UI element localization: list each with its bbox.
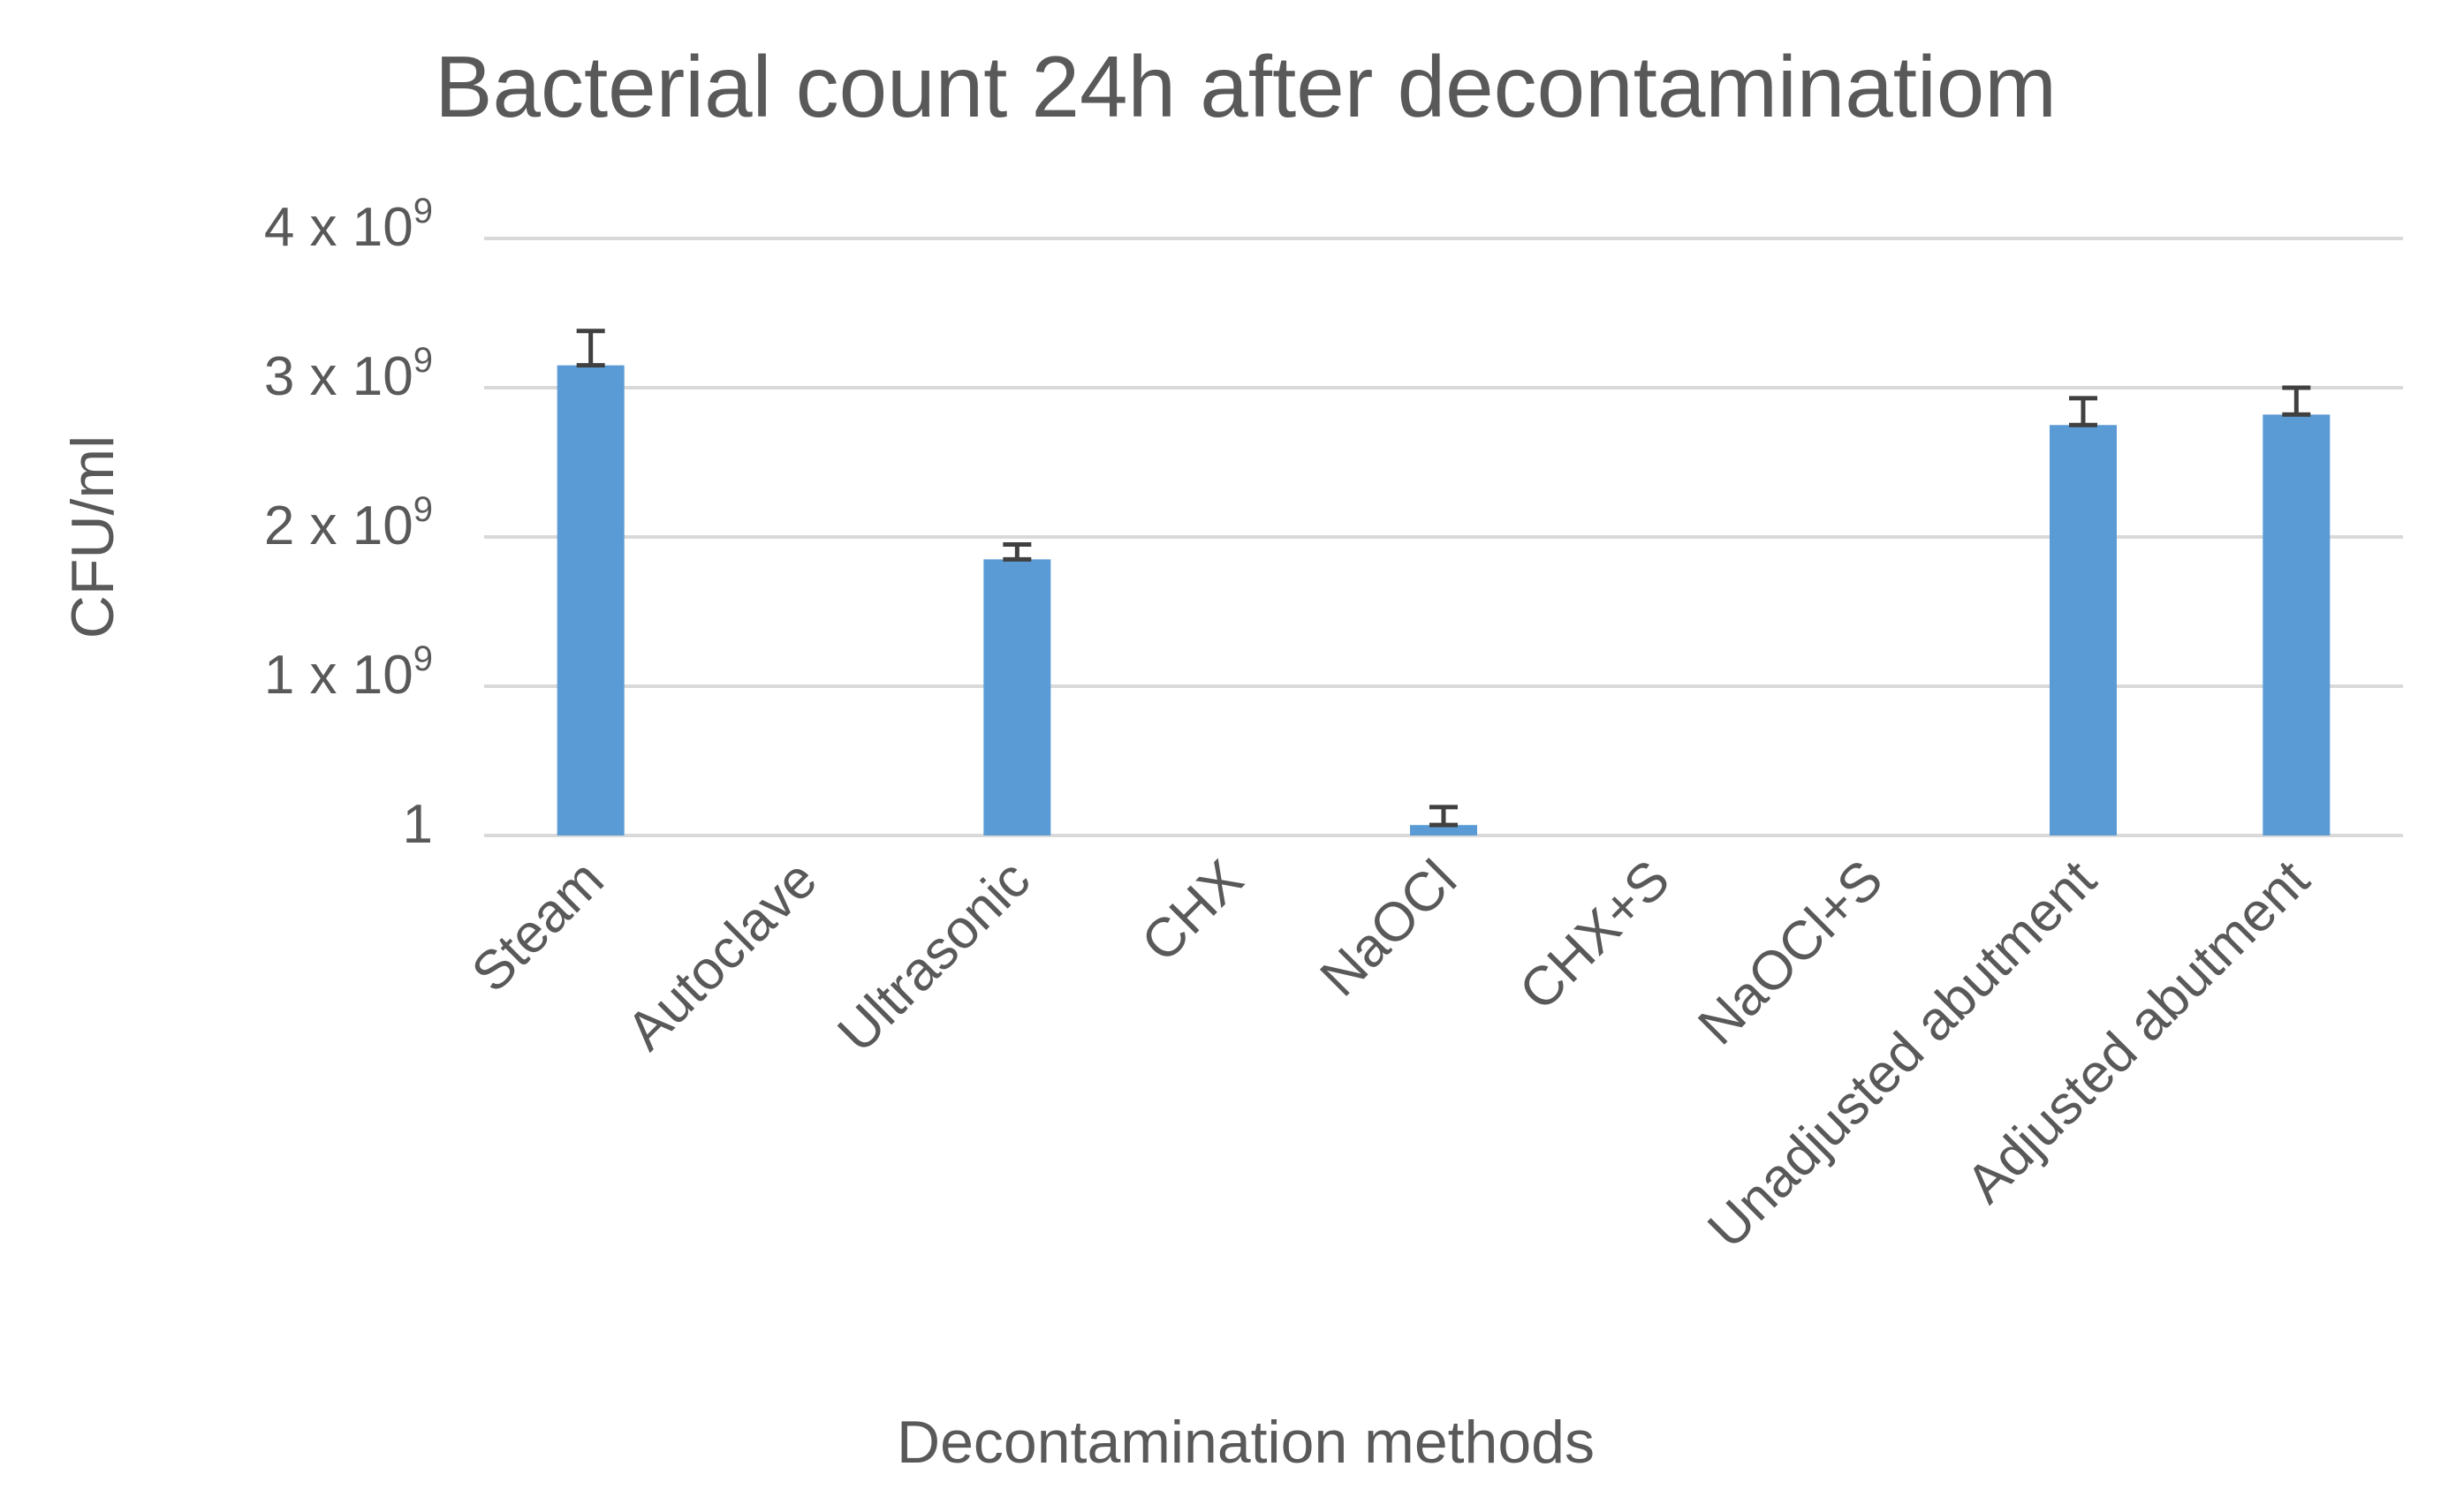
y-tick-label-4: 4 x 109 [264, 192, 433, 258]
y-tick-label-2: 2 x 109 [264, 490, 433, 556]
y-tick-label-0: 1 [403, 794, 433, 855]
y-tick-label-base: 4 x 10 [264, 197, 413, 258]
error-bar-2 [1003, 541, 1032, 562]
y-tick-label-base: 3 x 10 [264, 346, 413, 407]
category-label-1: Autoclave [616, 849, 829, 1062]
category-label-6: NaOCl+S [1687, 849, 1894, 1056]
bars [557, 365, 2331, 835]
bar-ultrasonic [983, 559, 1051, 835]
y-tick-label-exponent: 9 [413, 341, 433, 380]
error-bar-7 [2069, 396, 2097, 427]
bar-naocl [1410, 825, 1477, 835]
y-tick-label-exponent: 9 [413, 639, 433, 678]
category-label-0: Steam [460, 849, 616, 1004]
bar-unadjusted-abutment [2050, 425, 2117, 835]
category-label-5: CHX+S [1508, 849, 1681, 1022]
category-label-4: NaOCl [1309, 849, 1468, 1008]
error-bar-4 [1429, 805, 1458, 828]
chart-title: Bacterial count 24h after decontaminatio… [435, 38, 2057, 135]
y-tick-label-1: 1 x 109 [264, 639, 433, 706]
y-tick-label-3: 3 x 109 [264, 341, 433, 407]
bar-steam [557, 365, 625, 835]
y-tick-label-exponent: 9 [413, 490, 433, 529]
bar-adjusted-abutment [2263, 414, 2331, 835]
y-tick-label-base: 1 x 10 [264, 645, 413, 706]
category-label-3: CHX [1130, 849, 1255, 973]
y-tick-label-exponent: 9 [413, 192, 433, 231]
error-bar-0 [576, 329, 605, 368]
error-bars [576, 329, 2311, 828]
category-label-7: Unadjusted abutment [1696, 849, 2108, 1260]
y-tick-label-base: 2 x 10 [264, 495, 413, 556]
x-axis-title: Decontamination methods [897, 1409, 1595, 1476]
y-axis-title: CFU/ml [59, 435, 126, 639]
category-label-2: Ultrasonic [827, 849, 1042, 1064]
y-tick-label-base: 1 [403, 794, 433, 855]
error-bar-8 [2282, 385, 2311, 417]
